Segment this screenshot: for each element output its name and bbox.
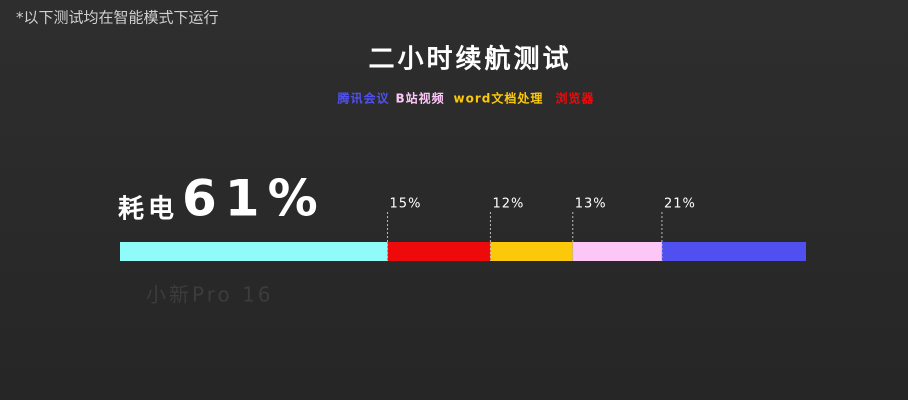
value-label: 12% [492, 197, 524, 212]
legend-entry: B站视频 [396, 91, 445, 106]
value-label: 13% [575, 197, 607, 212]
bar-segment [572, 242, 662, 261]
bar-segment [387, 242, 491, 261]
total-label: 61% [182, 170, 326, 228]
bar-segment [120, 242, 388, 261]
bar-segment [490, 242, 573, 261]
chart-title: 二小时续航测试 [368, 44, 571, 75]
note: *以下测试均在智能模式下运行 [16, 9, 219, 27]
watermark: 小新Pro 16 [146, 283, 274, 307]
bar-segment [661, 242, 806, 261]
annotation: 耗电 [118, 195, 178, 225]
legend-entry: 腾讯会议 [337, 91, 390, 106]
legend-entry: word文档处理 [454, 91, 544, 106]
value-label: 15% [390, 197, 422, 212]
value-label: 21% [664, 197, 696, 212]
legend-entry: 浏览器 [556, 91, 595, 106]
